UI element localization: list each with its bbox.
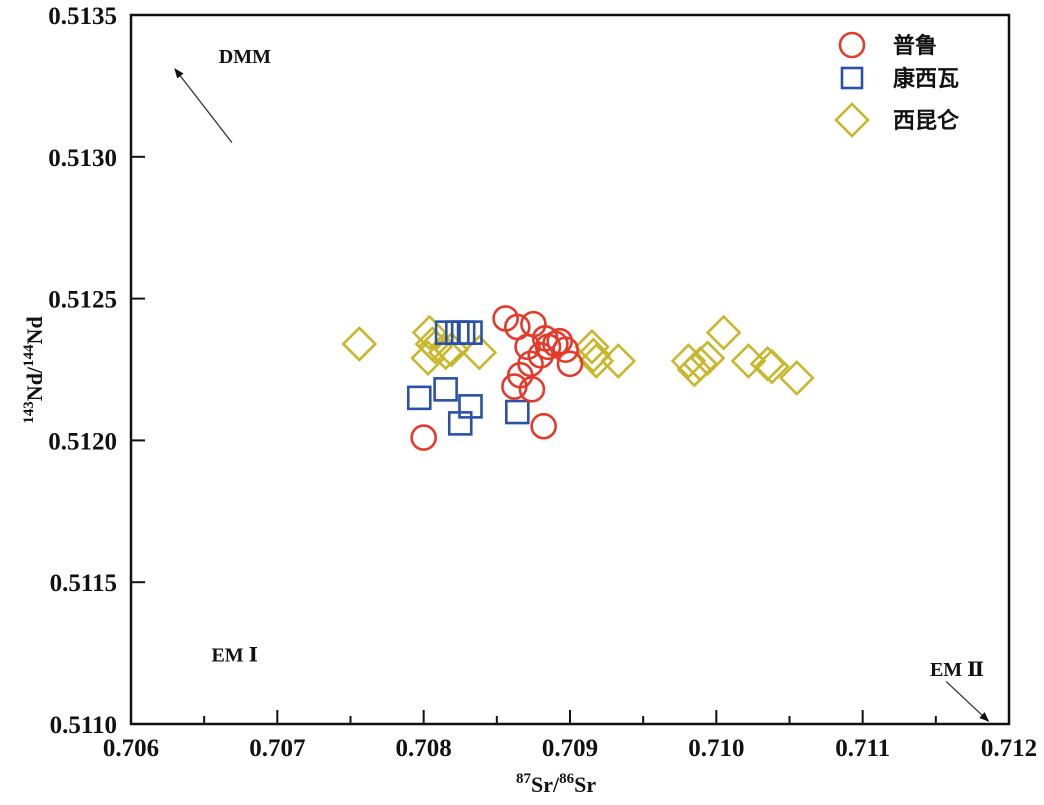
y-title-sup1: 143 [21,401,37,424]
data-point-circle [501,373,528,400]
data-point-diamond [341,326,378,362]
data-point-diamond [670,343,707,379]
annotation-arrow [945,680,990,722]
x-tick-label: 0.706 [103,735,159,762]
data-point-diamond [689,340,726,376]
legend: 普鲁 康西瓦 西昆仑 [834,31,960,138]
data-points [341,305,815,451]
data-point-square [406,385,432,411]
legend-marker-square [840,66,864,90]
data-point-circle [514,333,541,361]
x-tick-label: 0.711 [835,735,890,762]
data-point-diamond [682,345,719,382]
data-point-square [433,377,458,402]
data-point-circle [556,350,584,378]
data-point-circle [530,412,557,440]
plot-frame [129,13,1011,726]
annotations: DMM EM Ⅰ EM Ⅱ [174,46,990,722]
data-point-diamond [578,343,615,379]
y-tick-label: 0.5135 [48,3,117,30]
data-point-diamond [427,334,464,371]
x-title-sup2: 86 [559,771,575,787]
y-tick-label: 0.5115 [50,570,117,597]
data-point-circle [410,424,437,451]
annotation-arrow [174,68,233,144]
x-tick-label: 0.710 [688,735,744,762]
legend-marker-diamond [834,102,870,138]
data-point-diamond [575,337,612,374]
legend-label-xikunlun: 西昆仑 [893,108,960,134]
x-axis-title: 87Sr/86Sr [516,771,596,797]
x-tick-label: 0.709 [542,735,598,762]
x-tick-label: 0.707 [249,735,305,762]
data-point-square [447,411,473,436]
y-axis-title: 143Nd/144Nd [21,316,47,423]
data-point-diamond [574,328,610,365]
data-point-square [458,320,483,345]
data-point-circle [552,336,579,363]
x-tick-label: 0.708 [396,735,452,762]
y-tick-label: 0.5110 [50,712,117,739]
data-point-circle [546,327,574,355]
data-point-diamond [411,314,448,351]
data-point-square [505,399,530,425]
data-point-diamond [461,334,498,371]
y-tick-label: 0.5125 [48,287,117,314]
data-point-diamond [754,348,790,385]
legend-label-pulu: 普鲁 [893,33,937,59]
legend-marker-circle [838,31,866,59]
x-title-part1: Sr/ [531,772,560,797]
data-point-square [450,320,476,345]
data-point-diamond [600,343,637,379]
axes: 0.706 0.707 0.708 0.709 0.710 0.711 0.712 0.511… [48,3,1037,762]
x-title-part2: Sr [574,772,596,797]
y-title-part1: Nd/ [22,366,47,401]
y-tick-label: 0.5130 [48,145,117,172]
x-title-sup1: 87 [516,771,532,787]
x-tick-label: 0.712 [981,735,1037,762]
y-title-part2: Nd [22,316,47,344]
annotation-dmm: DMM [219,46,271,68]
data-point-diamond [705,314,742,351]
y-title-sup2: 144 [21,344,37,367]
y-tick-label: 0.5120 [48,428,117,455]
legend-label-kangxiwa: 康西瓦 [893,66,959,92]
data-point-circle [518,376,546,403]
annotation-em1: EM Ⅰ [211,645,258,667]
annotation-em2: EM Ⅱ [930,659,984,681]
data-point-diamond [778,360,815,396]
